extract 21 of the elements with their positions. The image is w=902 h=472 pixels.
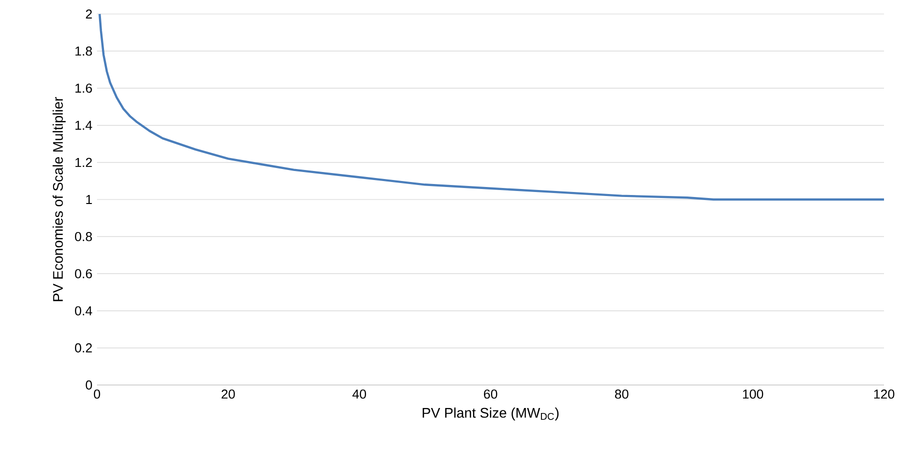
y-axis-title: PV Economies of Scale Multiplier [52,97,66,302]
y-tick-label: 0 [86,380,92,390]
y-tick-label: 2 [86,9,92,19]
x-tick-label: 20 [222,390,235,399]
y-tick-label: 0.6 [74,269,92,278]
x-tick-label: 80 [615,390,628,399]
x-tick-label: 60 [484,390,498,399]
x-tick-label: 100 [743,390,764,399]
line-series [98,12,886,201]
y-tick-label: 1.8 [75,46,92,56]
y-tick-label: 1 [86,195,92,204]
x-tick-label: 0 [94,390,100,399]
y-tick-label: 0.8 [74,232,92,242]
y-tick-label: 0.2 [74,343,92,352]
y-tick-label: 1.2 [75,158,92,167]
x-axis-title: PV Plant Size (MW$_{DC}$) [422,408,559,421]
y-tick-label: 1.6 [75,84,92,93]
x-tick-label: 40 [352,390,366,399]
x-tick-label: 120 [874,390,894,399]
y-tick-label: 0.4 [74,306,92,316]
y-tick-label: 1.4 [75,120,92,130]
